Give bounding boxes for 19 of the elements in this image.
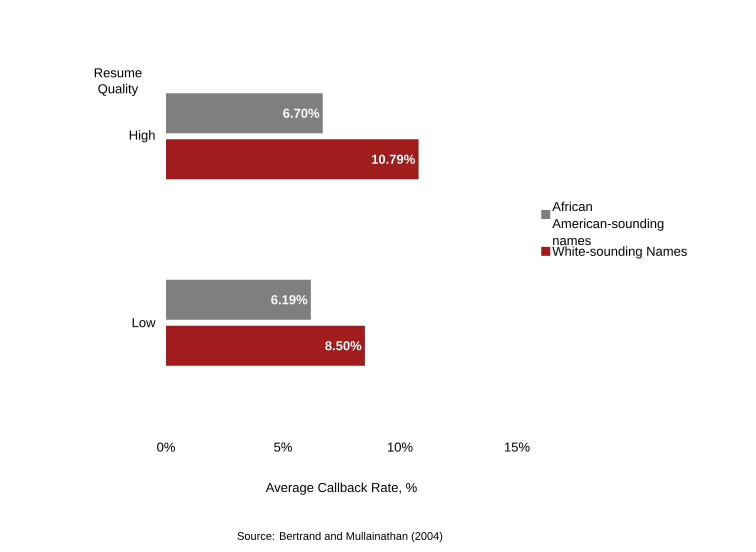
data-label: 10.79%	[372, 154, 415, 164]
x-tick-label: 5%	[274, 442, 292, 452]
x-tick-label: 10%	[388, 442, 413, 452]
bar	[166, 326, 365, 366]
bar	[166, 93, 323, 134]
source-note: Source: Bertrand and Mullainathan (2004)	[238, 532, 442, 542]
x-axis-title: Average Callback Rate, %	[266, 482, 417, 495]
legend-label: African American-sounding names	[552, 202, 664, 246]
data-label: 6.70%	[283, 108, 320, 118]
data-label: 6.19%	[271, 295, 308, 304]
bar	[166, 139, 418, 180]
data-label: 8.50%	[325, 341, 362, 350]
x-tick-label: 0%	[157, 442, 175, 452]
bar	[166, 280, 311, 320]
y-tick-label: Low	[132, 318, 156, 328]
legend-label: White-sounding Names	[552, 246, 687, 258]
y-tick-label: High	[130, 130, 155, 142]
x-tick-label: 15%	[504, 442, 530, 452]
y-axis-title: Resume Quality	[94, 68, 142, 96]
